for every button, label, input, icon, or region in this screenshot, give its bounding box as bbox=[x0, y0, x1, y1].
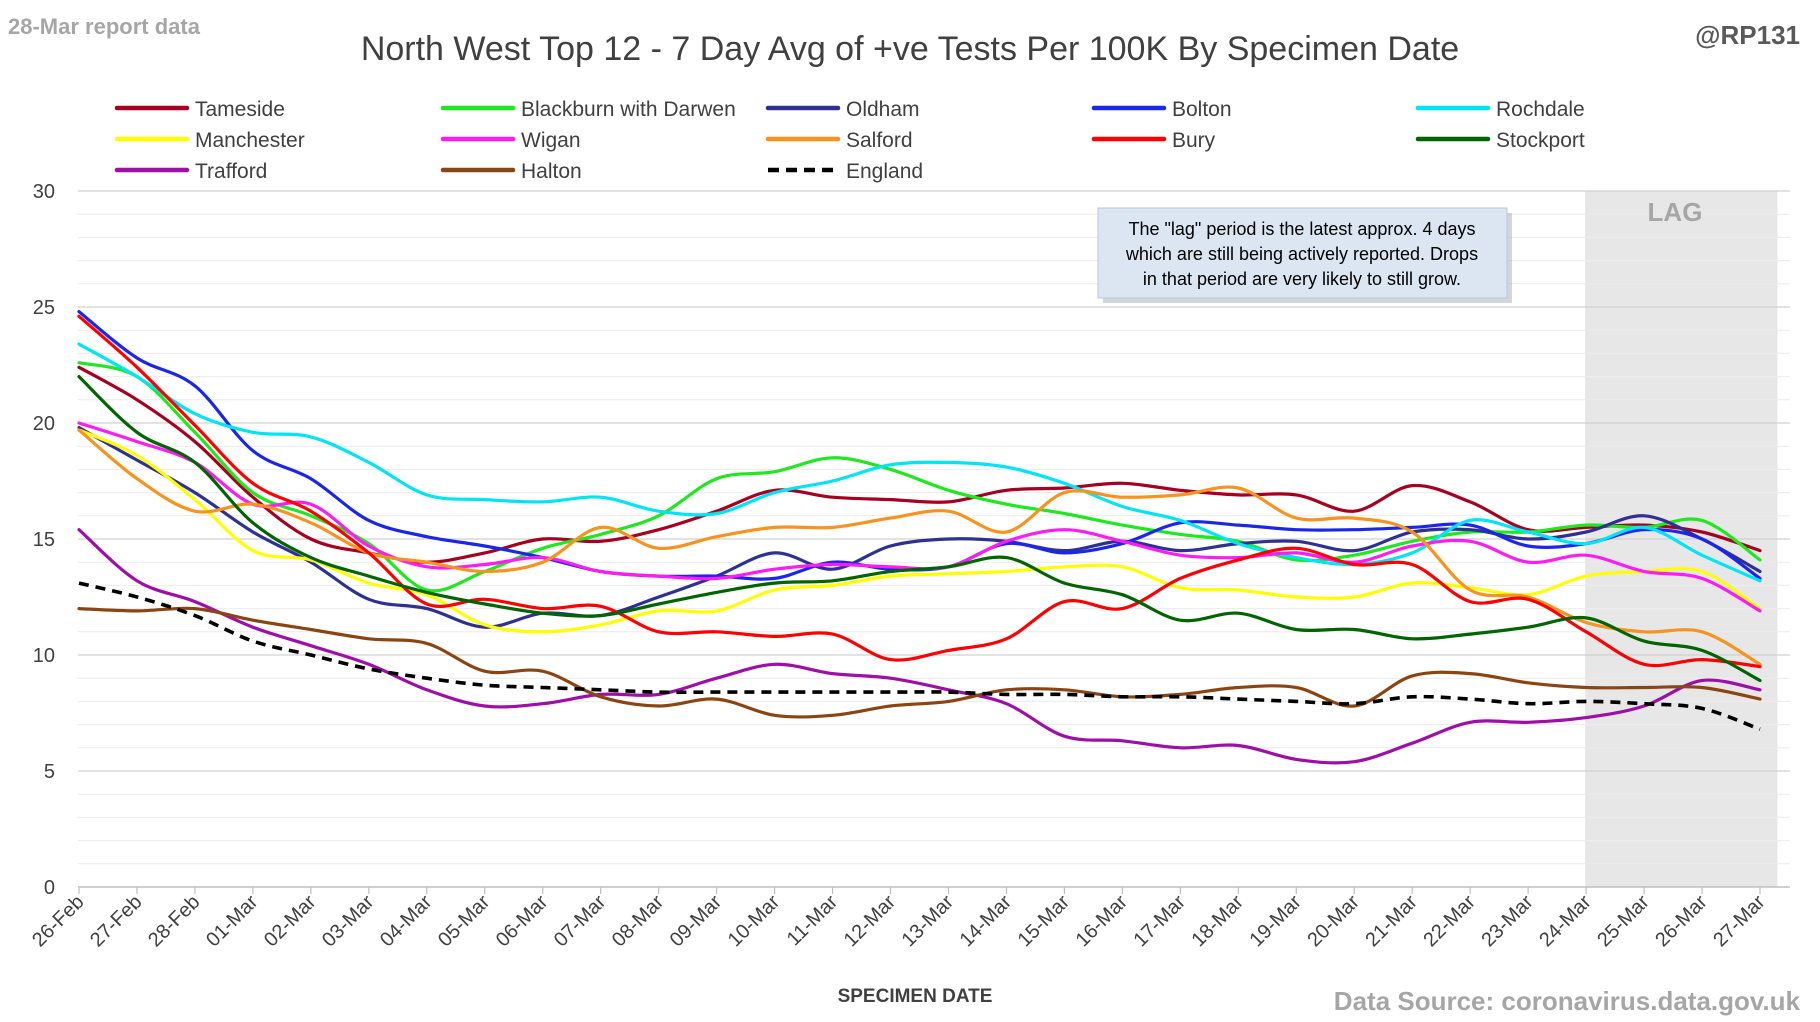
legend-label-blackburn-with-darwen: Blackburn with Darwen bbox=[521, 98, 736, 121]
lag-note-line-1: The "lag" period is the latest approx. 4… bbox=[1129, 219, 1476, 239]
y-tick-label: 10 bbox=[33, 645, 55, 667]
series-line-rochdale bbox=[77, 342, 1762, 583]
legend-label-england: England bbox=[846, 160, 923, 183]
series-line-england bbox=[78, 581, 1761, 731]
y-tick-label: 30 bbox=[33, 181, 55, 203]
series-line-trafford bbox=[77, 528, 1762, 765]
series-line-oldham bbox=[77, 426, 1762, 629]
y-tick-label: 15 bbox=[33, 529, 55, 551]
lag-note-line-2: which are still being actively reported.… bbox=[1125, 244, 1478, 264]
series-line-tameside bbox=[77, 365, 1762, 564]
y-tick-label: 5 bbox=[44, 761, 55, 783]
y-tick-label: 20 bbox=[33, 413, 55, 435]
chart-title: North West Top 12 - 7 Day Avg of +ve Tes… bbox=[361, 30, 1459, 68]
legend-label-bury: Bury bbox=[1172, 129, 1216, 152]
legend-label-bolton: Bolton bbox=[1172, 98, 1232, 121]
report-date-label: 28-Mar report data bbox=[8, 14, 201, 39]
legend-label-trafford: Trafford bbox=[195, 160, 267, 183]
legend-label-salford: Salford bbox=[846, 129, 913, 152]
lag-annotation-box: The "lag" period is the latest approx. 4… bbox=[1097, 207, 1512, 303]
series-line-salford bbox=[77, 428, 1762, 666]
series-line-manchester bbox=[77, 428, 1762, 634]
legend-label-tameside: Tameside bbox=[195, 98, 285, 121]
lag-note-line-3: in that period are very likely to still … bbox=[1143, 269, 1461, 289]
legend-label-wigan: Wigan bbox=[521, 129, 581, 152]
legend-label-halton: Halton bbox=[521, 160, 582, 183]
lag-label: LAG bbox=[1648, 197, 1703, 227]
y-tick-label: 25 bbox=[33, 297, 55, 319]
data-source-label: Data Source: coronavirus.data.gov.uk bbox=[1334, 986, 1801, 1016]
legend-label-rochdale: Rochdale bbox=[1496, 98, 1585, 121]
author-handle: @RP131 bbox=[1695, 20, 1800, 50]
series-line-bury bbox=[77, 314, 1762, 669]
legend-label-stockport: Stockport bbox=[1496, 129, 1585, 152]
legend-label-oldham: Oldham bbox=[846, 98, 920, 121]
x-axis-title: SPECIMEN DATE bbox=[838, 986, 993, 1007]
y-tick-label: 0 bbox=[44, 877, 55, 899]
series-line-halton bbox=[77, 606, 1762, 719]
legend-label-manchester: Manchester bbox=[195, 129, 305, 152]
series-line-stockport bbox=[77, 375, 1762, 683]
